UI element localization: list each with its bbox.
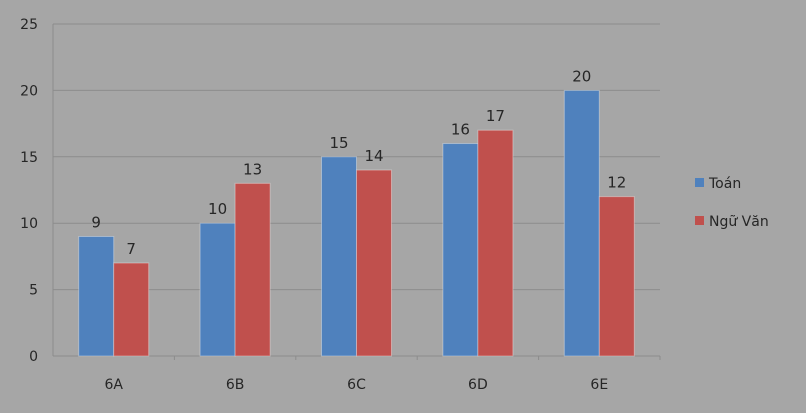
data-label: 20 (572, 67, 591, 85)
legend-label: Ngữ Văn (709, 214, 769, 230)
x-tick-label: 6B (226, 377, 245, 393)
bar-6D-series-2 (477, 129, 514, 357)
y-tick-label: 15 (20, 150, 38, 166)
bar-6C-series-2 (356, 169, 392, 357)
bar-6E-series-2 (598, 196, 635, 357)
x-tick-label: 6D (468, 377, 488, 393)
y-tick-label: 20 (20, 83, 38, 99)
legend-swatch (695, 216, 704, 225)
data-label: 9 (91, 213, 101, 231)
y-tick-label: 5 (29, 283, 38, 299)
data-label: 14 (364, 147, 383, 165)
data-label: 17 (486, 107, 505, 125)
x-tick-label: 6C (347, 377, 366, 393)
data-label: 15 (329, 134, 348, 152)
bar-6D-series-1 (442, 143, 479, 357)
data-label: 12 (607, 174, 626, 192)
data-label: 7 (126, 240, 136, 258)
x-tick-label: 6A (104, 377, 123, 393)
legend-label: Toán (708, 176, 741, 192)
y-tick-label: 25 (20, 17, 38, 33)
axes: 0 5 10 15 20 25 6A 6B 6C 6D 6E (20, 17, 661, 393)
data-label: 16 (451, 121, 470, 139)
bar-6B-series-1 (199, 222, 236, 357)
bar-6B-series-2 (234, 182, 271, 357)
legend: Toán Ngữ Văn (695, 176, 769, 230)
y-tick-label: 10 (20, 216, 38, 232)
x-tick-label: 6E (590, 377, 608, 393)
data-labels: 9 7 10 13 15 14 16 17 20 12 (91, 67, 626, 258)
legend-swatch (695, 178, 704, 187)
bars (78, 89, 635, 357)
data-label: 13 (243, 160, 262, 178)
data-label: 10 (208, 200, 227, 218)
bar-6E-series-1 (563, 89, 600, 357)
bar-6C-series-1 (321, 156, 357, 357)
bar-6A-series-2 (113, 262, 150, 357)
bar-6A-series-1 (78, 235, 115, 357)
y-tick-label: 0 (29, 349, 38, 365)
